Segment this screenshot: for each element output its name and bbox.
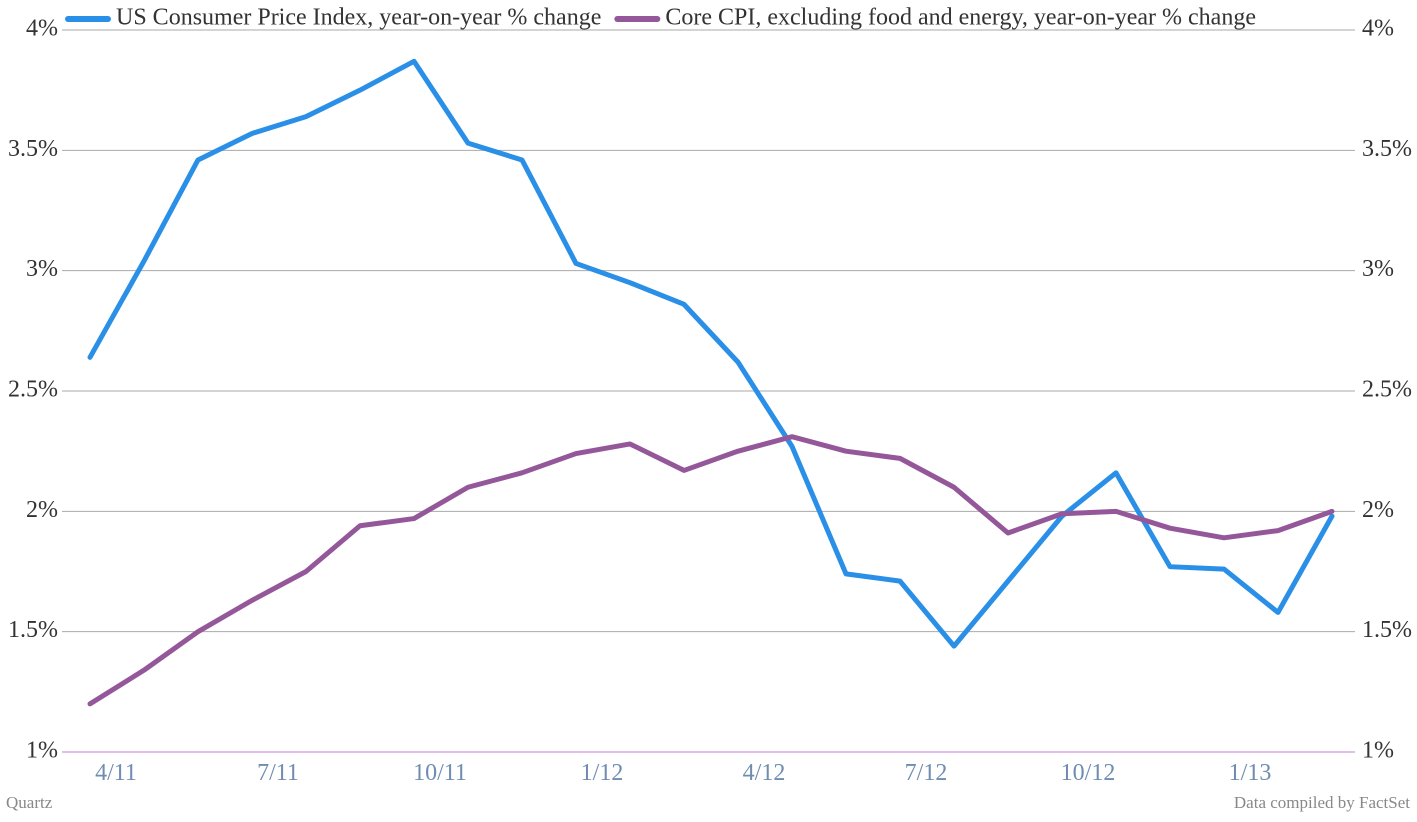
y2-tick-label: 1.5% xyxy=(1362,617,1412,643)
y-tick-label: 3% xyxy=(26,256,58,282)
y-tick-label: 2.5% xyxy=(8,377,58,403)
y2-tick-label: 2.5% xyxy=(1362,377,1412,403)
x-tick-label: 1/13 xyxy=(1229,760,1272,786)
y2-tick-label: 3.5% xyxy=(1362,136,1412,162)
y-tick-label: 4% xyxy=(26,16,58,42)
y-tick-label: 1.5% xyxy=(8,617,58,643)
y2-tick-label: 2% xyxy=(1362,497,1394,523)
source-note: Data compiled by FactSet xyxy=(1234,793,1410,812)
legend-label: Core CPI, excluding food and energy, yea… xyxy=(665,5,1256,31)
x-tick-label: 10/11 xyxy=(413,760,467,786)
series-line xyxy=(87,58,1335,649)
y2-tick-label: 4% xyxy=(1362,16,1394,42)
x-tick-label: 4/12 xyxy=(743,760,786,786)
y-tick-label: 1% xyxy=(26,738,58,764)
x-tick-label: 7/12 xyxy=(905,760,948,786)
y-tick-label: 3.5% xyxy=(8,136,58,162)
x-tick-label: 10/12 xyxy=(1061,760,1116,786)
x-tick-label: 1/12 xyxy=(581,760,624,786)
credit: Quartz xyxy=(6,793,53,812)
x-tick-label: 7/11 xyxy=(257,760,299,786)
y-tick-label: 2% xyxy=(26,497,58,523)
x-tick-label: 4/11 xyxy=(95,760,137,786)
legend-label: US Consumer Price Index, year-on-year % … xyxy=(116,5,601,31)
y2-tick-label: 3% xyxy=(1362,256,1394,282)
y2-tick-label: 1% xyxy=(1362,738,1394,764)
series-line xyxy=(87,434,1335,707)
